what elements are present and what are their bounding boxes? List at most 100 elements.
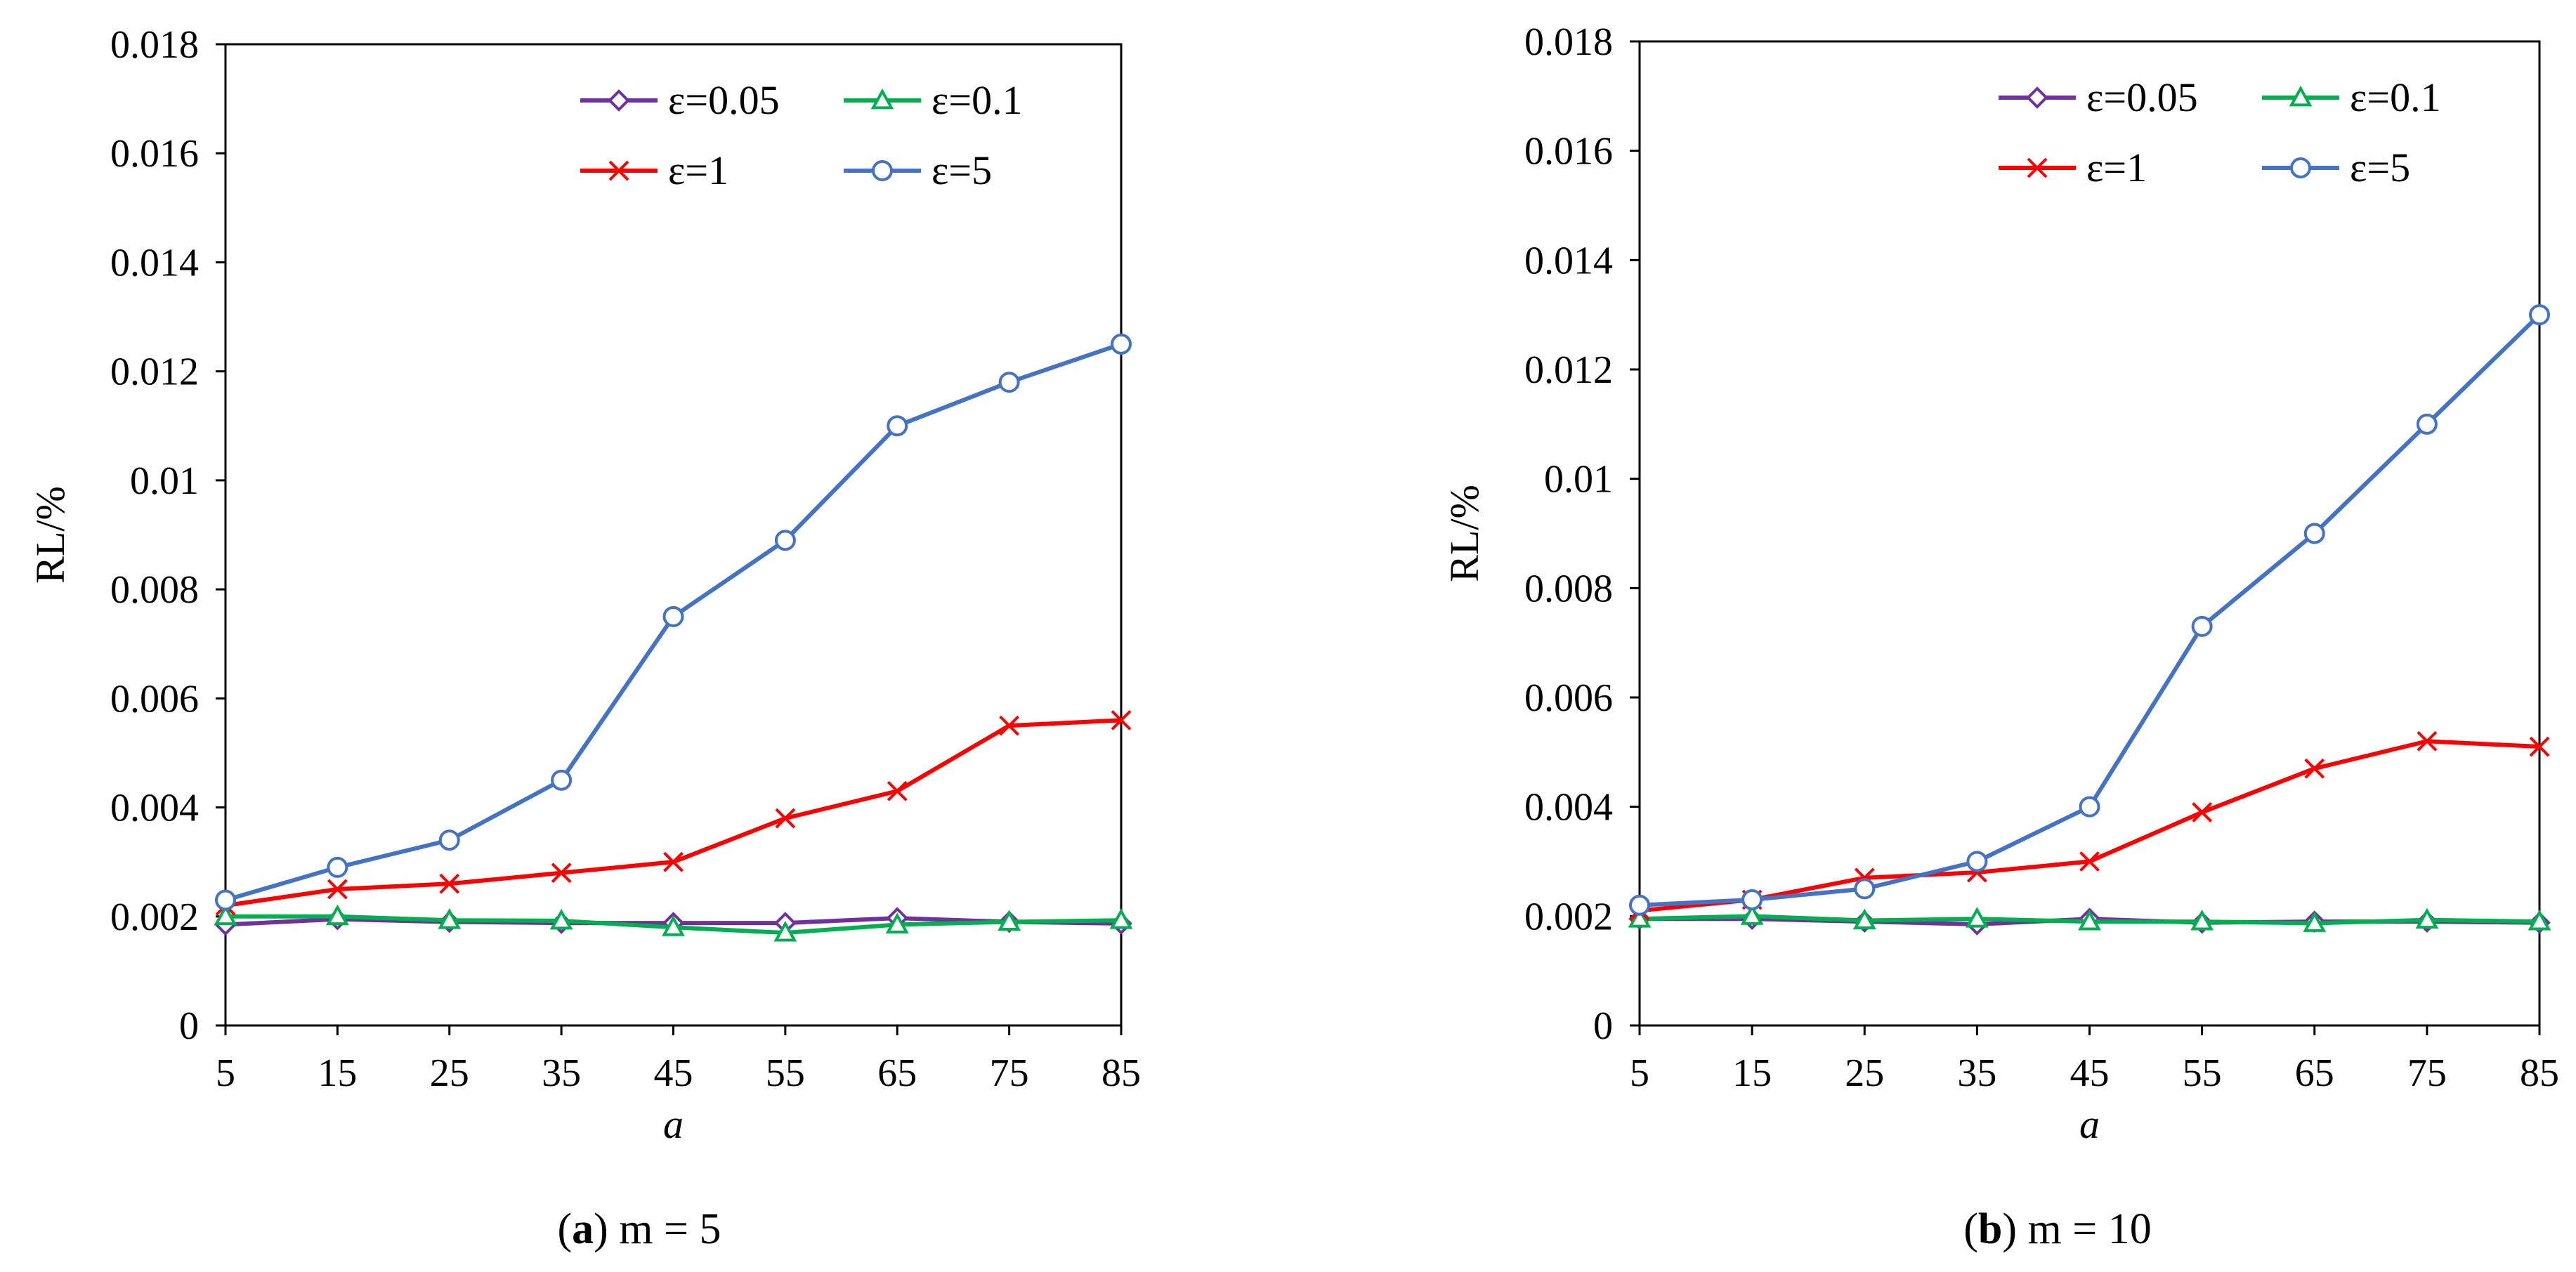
x-tick-label: 45 [654,1051,693,1095]
data-point [2417,730,2438,752]
x-tick-label: 85 [2520,1051,2559,1095]
data-point [325,904,349,926]
data-point [438,830,460,851]
x-tick-label: 75 [990,1051,1029,1095]
y-tick-label: 0.016 [1524,130,1613,173]
data-point [887,415,908,437]
data-point [2303,911,2327,932]
data-point [549,908,573,930]
chart-panel-a: 0 0.002 0.004 0.006 0.008 0.01 0.012 0.014 0.016… [27,23,1141,1253]
data-point [1111,333,1132,355]
data-point [662,915,685,936]
legend-entry: ε=0.1 [844,77,1023,123]
x-axis-label: a [663,1101,684,1147]
legend-entry: ε=0.1 [2262,74,2441,120]
legend-marker [608,160,629,181]
y-tick-label: 0.008 [1524,567,1613,610]
legend-marker [2026,86,2048,109]
data-point [215,889,236,911]
y-tick-label: 0.006 [1524,676,1613,720]
legend-marker [2289,85,2313,107]
data-point [2529,736,2550,757]
series-2 [215,709,1132,916]
x-tick-label: 65 [2295,1051,2334,1095]
data-point [2078,909,2101,931]
series-1 [1628,904,2551,932]
data-point [2529,304,2550,326]
legend-label: ε=1 [668,147,728,193]
data-point [439,873,460,894]
y-tick-label: 0.002 [110,896,199,939]
data-point [1628,907,1652,928]
legend-entry: ε=0.05 [1999,74,2198,120]
x-tick-label: 75 [2407,1051,2447,1095]
series-3 [215,333,1132,911]
x-tick-label: 85 [1101,1051,1141,1095]
data-point [998,372,1020,393]
data-point [1966,851,1988,872]
data-point [438,908,462,929]
chart-panel-b: 0 0.002 0.004 0.006 0.008 0.01 0.012 0.014 0.016… [1441,20,2559,1253]
x-tick-label: 65 [877,1051,917,1095]
x-tick-label: 5 [216,1051,235,1095]
data-point [327,879,348,900]
y-tick-label: 0.004 [110,787,199,830]
data-point [1965,907,1989,928]
data-point [1852,908,1876,929]
legend-label: ε=5 [2350,145,2410,190]
data-point [999,715,1020,736]
series-line [225,718,1122,908]
legend-label: ε=0.1 [931,77,1023,123]
data-point [662,605,684,627]
x-tick-label: 15 [1732,1051,1772,1095]
data-point [327,856,348,878]
figure-caption: (b) m = 10 [1963,1205,2151,1253]
x-axis-label: a [2079,1101,2100,1147]
legend-label: ε=0.05 [668,77,780,123]
x-tick-label: 35 [1957,1051,1996,1095]
data-point [2191,615,2213,637]
legend-entry: ε=1 [580,147,728,193]
data-point [551,769,573,791]
data-point [2415,907,2439,929]
x-tick-label: 45 [2070,1051,2110,1095]
data-point [887,780,908,801]
caption-rest: ) m = 5 [594,1205,721,1253]
x-tick-label: 55 [766,1051,805,1095]
legend-marker [2290,157,2311,178]
y-tick-label: 0.008 [110,568,199,612]
legend-entry: ε=1 [1999,145,2147,190]
y-axis-label: RL/% [27,486,73,584]
legend-entry: ε=0.05 [580,77,780,123]
x-tick-label: 35 [542,1051,581,1095]
y-tick-label: 0.018 [110,23,199,67]
x-tick-label: 25 [430,1051,469,1095]
legend-label: ε=0.05 [2086,74,2198,120]
legend-label: ε=5 [931,147,992,193]
series-1 [214,904,1133,942]
y-axis-label: RL/% [1441,485,1487,582]
data-point [1741,889,1763,910]
legend-marker [608,89,630,112]
data-point [1111,709,1132,730]
legend-label: ε=1 [2086,145,2147,190]
data-point [1740,904,1764,925]
data-point [2192,802,2213,822]
y-tick-label: 0.004 [1524,786,1613,830]
data-point [2079,796,2100,818]
data-point [775,808,796,829]
series-2 [1629,730,2550,921]
y-tick-label: 0.014 [110,241,199,284]
y-tick-label: 0.002 [1524,895,1613,938]
y-tick-label: 0.018 [1524,20,1613,64]
data-point [998,910,1021,931]
y-tick-label: 0.01 [1544,458,1613,501]
data-point [1629,894,1650,916]
legend-entry: ε=5 [2262,145,2410,190]
y-tick-label: 0.016 [110,132,199,176]
data-point [885,912,909,933]
legend-marker [2027,157,2048,178]
caption-open: ( [1963,1205,1978,1253]
data-point [2416,413,2438,435]
legend-marker [872,160,893,181]
